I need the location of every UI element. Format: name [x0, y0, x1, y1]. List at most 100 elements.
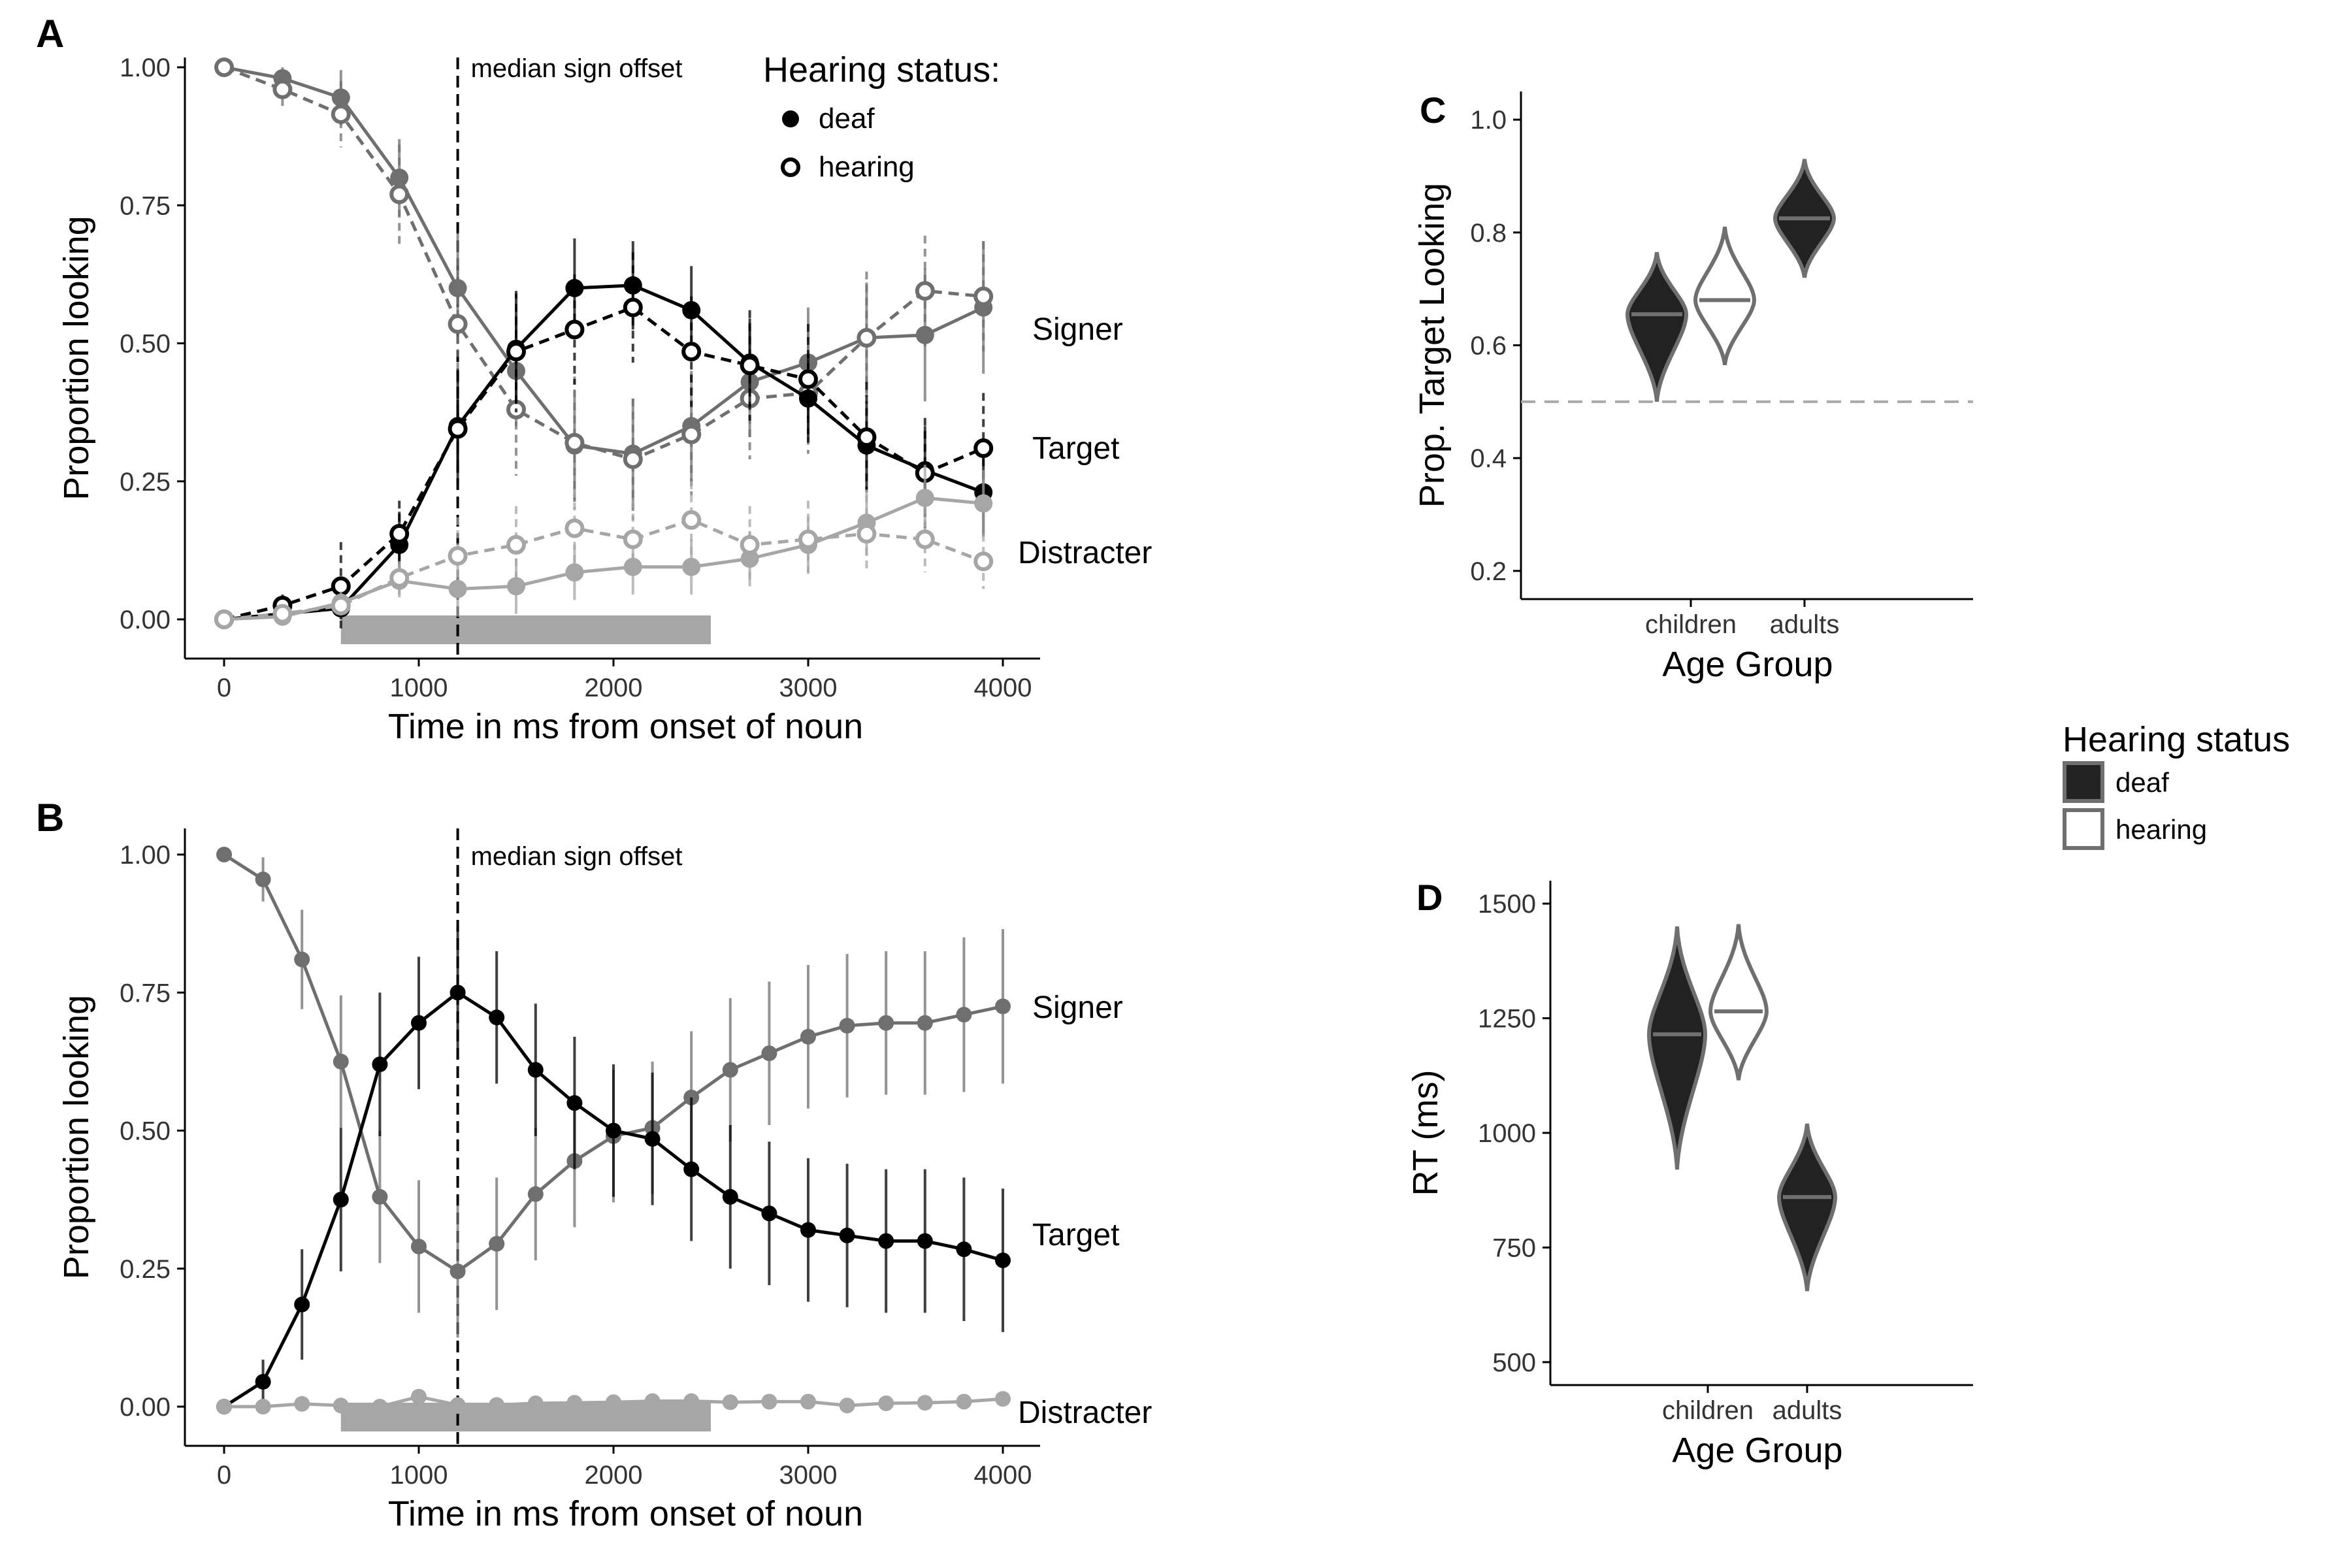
data-point — [915, 325, 934, 344]
series-label-target: Target — [1032, 431, 1119, 466]
data-point — [449, 985, 466, 1001]
data-point — [800, 1394, 816, 1410]
y-tick-label: 1.00 — [120, 54, 171, 82]
legend-label: hearing — [819, 151, 915, 183]
x-tick-label: adults — [1772, 1396, 1842, 1425]
violin-children-deaf — [1625, 252, 1689, 402]
x-tick-label: 2000 — [585, 674, 643, 702]
series-target-hearing — [214, 252, 994, 630]
data-point — [564, 518, 585, 538]
violin-children-hearing — [1708, 924, 1769, 1081]
legend: Hearing status: deaf hearing — [763, 50, 1000, 183]
data-point — [411, 1238, 427, 1254]
x-axis-title: Age Group — [1662, 645, 1833, 684]
data-point — [623, 529, 643, 549]
x-tick-label: adults — [1770, 610, 1840, 639]
data-point — [331, 595, 351, 615]
data-point — [839, 1228, 855, 1244]
legend-key-hearing — [2063, 808, 2104, 850]
y-tick-label: 0.00 — [120, 606, 171, 634]
data-point — [389, 568, 410, 588]
series-line — [223, 496, 984, 621]
data-point — [973, 551, 994, 572]
legend-title: Hearing status: — [763, 50, 1000, 90]
x-tick-label: children — [1645, 610, 1737, 639]
series-distracter-hearing — [214, 481, 994, 629]
y-tick-label: 1250 — [1478, 1005, 1536, 1034]
panel-c: C 0.2 0.4 0.6 0.8 1.0 children adults Age Group P… — [1413, 90, 1973, 684]
data-point — [722, 1188, 738, 1205]
data-point — [333, 1192, 349, 1208]
series-label-distracter: Distracter — [1018, 1396, 1152, 1430]
series-distracter — [216, 1388, 1011, 1414]
y-tick-label: 500 — [1492, 1348, 1536, 1377]
panel-letter: C — [1420, 90, 1446, 131]
series-label-target: Target — [1032, 1218, 1119, 1252]
data-point — [917, 1395, 933, 1411]
data-point — [681, 510, 702, 530]
data-point — [722, 1062, 738, 1078]
data-point — [507, 577, 525, 596]
data-point — [644, 1131, 661, 1147]
data-point — [448, 546, 468, 566]
x-tick-label: 3000 — [779, 674, 838, 702]
analysis-window — [340, 615, 711, 644]
data-point — [331, 104, 351, 124]
y-axis-title: Prop. Target Looking — [1413, 183, 1452, 508]
legend-label: deaf — [2115, 767, 2169, 798]
x-tick-label: 4000 — [974, 1461, 1032, 1490]
data-point — [489, 1235, 505, 1252]
data-point — [878, 1395, 894, 1411]
data-point — [761, 1394, 777, 1410]
series-signer — [216, 847, 1011, 1338]
data-point — [878, 1015, 894, 1031]
data-point — [333, 1397, 349, 1414]
data-point — [527, 1062, 544, 1078]
x-axis-title: Age Group — [1672, 1431, 1842, 1470]
y-tick-label: 0.6 — [1470, 332, 1507, 361]
x-axis-title: Time in ms from onset of noun — [388, 1494, 863, 1533]
data-point — [255, 1373, 271, 1390]
y-tick-label: 0.4 — [1470, 444, 1507, 473]
data-point — [333, 1053, 349, 1070]
data-point — [489, 1009, 505, 1026]
x-tick-label: 2000 — [585, 1461, 643, 1490]
data-point — [294, 951, 310, 968]
data-point — [255, 1399, 271, 1414]
panel-letter: B — [36, 796, 64, 840]
data-point — [722, 1394, 738, 1411]
data-point — [564, 433, 585, 453]
data-point — [839, 1017, 855, 1034]
data-point — [878, 1233, 894, 1249]
data-point — [489, 1397, 505, 1413]
data-point — [974, 494, 993, 513]
data-point — [272, 604, 293, 624]
series-target — [216, 926, 1011, 1414]
data-point — [527, 1186, 544, 1202]
data-point — [682, 557, 701, 576]
data-point — [623, 449, 643, 469]
y-tick-label: 0.25 — [120, 1255, 171, 1284]
y-tick-label: 0.75 — [120, 191, 171, 220]
data-point — [956, 1241, 972, 1258]
legend-label: hearing — [2115, 814, 2207, 845]
data-point — [839, 1397, 855, 1414]
data-point — [449, 1397, 466, 1413]
series-label-distracter: Distracter — [1018, 536, 1152, 570]
data-point — [956, 1007, 972, 1023]
data-point — [995, 998, 1011, 1015]
data-point — [740, 534, 760, 555]
data-point — [995, 1252, 1011, 1269]
x-tick-label: 0 — [217, 1461, 231, 1490]
data-point — [761, 1205, 777, 1222]
data-point — [761, 1045, 777, 1062]
y-tick-label: 0.75 — [120, 979, 171, 1007]
y-tick-label: 0.00 — [120, 1393, 171, 1422]
data-point — [683, 1393, 700, 1409]
x-tick-label: 3000 — [779, 1461, 838, 1490]
data-point — [606, 1122, 621, 1139]
data-point — [389, 184, 410, 204]
x-tick-label: 0 — [217, 674, 231, 702]
y-axis-title: Proportion looking — [57, 216, 96, 500]
data-point — [681, 424, 702, 444]
